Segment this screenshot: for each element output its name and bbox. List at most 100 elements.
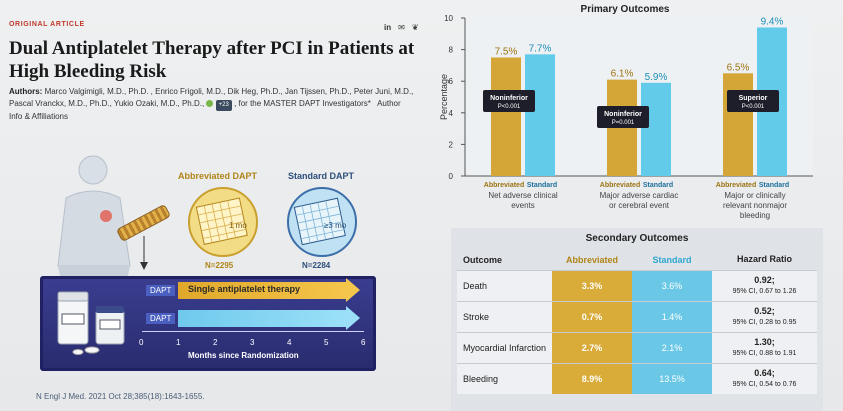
badge-result: Noninferior <box>490 95 528 102</box>
standard-calendar-icon: ≥3 mo <box>287 187 357 257</box>
badge-p-value: P<0.001 <box>742 104 765 110</box>
y-tick-label: 4 <box>449 109 454 118</box>
x-series-label: Abbreviated <box>600 182 640 189</box>
bar-value-label: 5.9% <box>645 72 668 83</box>
group-label: Major or clinically <box>724 191 785 200</box>
primary-outcomes-chart: Primary Outcomes 0 2 4 6 8 10 Percentage 7.5% Abb… <box>439 4 813 220</box>
citation[interactable]: N Engl J Med. 2021 Oct 28;385(18):1643-1… <box>36 392 205 401</box>
x-series-label: Standard <box>759 182 789 189</box>
y-tick-label: 2 <box>449 140 454 149</box>
standard-n: N=2284 <box>302 261 331 270</box>
timeline-axis <box>142 331 364 332</box>
more-authors-badge[interactable]: +23 <box>215 99 232 111</box>
authors-names[interactable]: Marco Valgimigli, M.D., Ph.D. , Enrico F… <box>9 87 414 108</box>
standard-cell: 2.1% <box>632 331 712 363</box>
hazard-ratio-value: 0.52; <box>754 305 775 316</box>
arrow-right-icon <box>346 278 360 302</box>
author-info-link[interactable]: Author Info & Affiliations <box>9 98 401 122</box>
abbreviated-cell: 2.7% <box>552 331 632 363</box>
patient-illustration <box>57 155 131 276</box>
authors-label: Authors: <box>9 87 43 96</box>
authors-suffix: , for the MASTER DAPT Investigators* <box>234 98 371 108</box>
arrow-down-icon <box>140 236 148 270</box>
bar-value-label: 7.7% <box>529 43 552 54</box>
table-row: Stroke 0.7% 1.4% 0.52; 95% CI, 0.28 to 0.95 <box>457 300 817 332</box>
significance-badge <box>597 106 649 128</box>
col-header-hazard-ratio: Hazard Ratio <box>736 254 792 265</box>
standard-dapt-bar <box>178 310 348 327</box>
significance-badge <box>727 90 779 112</box>
abbreviated-cell: 0.7% <box>552 300 632 332</box>
table-row: Death 3.3% 3.6% 0.92; 95% CI, 0.67 to 1.26 <box>457 269 817 301</box>
secondary-outcomes-table: Outcome Abbreviated Standard Hazard Rati… <box>457 250 817 394</box>
col-header-abbreviated: Abbreviated <box>565 254 618 265</box>
y-tick-label: 8 <box>449 46 454 55</box>
timeline-tick: 2 <box>213 338 218 347</box>
timeline-tick: 6 <box>361 338 366 347</box>
pill-bottles-icon <box>57 291 125 355</box>
abbreviated-calendar-icon: 1 mo <box>188 187 258 257</box>
linkedin-icon[interactable]: in <box>384 23 392 32</box>
single-antiplatelet-bar: Single antiplatelet therapy <box>178 282 348 299</box>
standard-arm-heading: Standard DAPT <box>288 171 355 181</box>
x-series-label: Abbreviated <box>484 182 524 189</box>
bar-value-label: 9.4% <box>761 16 784 27</box>
confidence-interval: 95% CI, 0.28 to 0.95 <box>732 318 797 326</box>
group-label: Net adverse clinical <box>488 191 558 200</box>
dapt-label-standard: DAPT <box>146 313 176 324</box>
secondary-outcomes-title: Secondary Outcomes <box>585 233 689 244</box>
badge-p-value: P=0.001 <box>612 120 635 126</box>
group-label: relevant nonmajor <box>723 201 787 210</box>
timeline-tick: 4 <box>287 338 292 347</box>
bluesky-icon[interactable]: ❦ <box>411 23 419 32</box>
timeline-axis-label: Months since Randomization <box>188 351 299 360</box>
x-series-label: Standard <box>643 182 673 189</box>
group-label: events <box>511 201 535 210</box>
confidence-interval: 95% CI, 0.67 to 1.26 <box>732 287 797 295</box>
hazard-ratio-value: 0.92; <box>754 274 775 285</box>
abbreviated-n: N=2295 <box>205 261 234 270</box>
bar-value-label: 7.5% <box>495 47 518 58</box>
standard-cell: 3.6% <box>632 269 712 301</box>
secondary-outcomes-panel: Secondary Outcomes Outcome Abbreviated S… <box>451 228 823 411</box>
outcome-cell: Stroke <box>457 300 552 332</box>
standard-cell: 1.4% <box>632 300 712 332</box>
group-label: or cerebral event <box>609 201 670 210</box>
bar-standard <box>525 54 555 177</box>
hazard-ratio-cell: 1.30; 95% CI, 0.88 to 1.91 <box>712 331 817 363</box>
arrow-right-icon <box>346 306 360 330</box>
x-series-label: Standard <box>527 182 557 189</box>
y-tick-label: 10 <box>444 14 453 23</box>
y-axis-label: Percentage <box>439 74 449 120</box>
abbreviated-duration: 1 mo <box>229 221 247 230</box>
group-label: Major adverse cardiac <box>600 191 679 200</box>
timeline-tick: 0 <box>139 338 144 347</box>
confidence-interval: 95% CI, 0.54 to 0.76 <box>732 380 797 388</box>
y-tick-label: 0 <box>449 172 454 181</box>
outcome-cell: Death <box>457 269 552 301</box>
confidence-interval: 95% CI, 0.88 to 1.91 <box>732 349 797 357</box>
badge-result: Noninferior <box>604 111 642 118</box>
hazard-ratio-value: 1.30; <box>754 336 775 347</box>
hazard-ratio-value: 0.64; <box>754 367 775 378</box>
y-tick-label: 6 <box>449 77 454 86</box>
significance-badge <box>483 90 535 112</box>
outcome-cell: Myocardial Infarction <box>457 331 552 363</box>
bar-abbreviated <box>491 57 521 176</box>
article-title: Dual Antiplatelet Therapy after PCI in P… <box>9 38 415 82</box>
hazard-ratio-cell: 0.52; 95% CI, 0.28 to 0.95 <box>712 300 817 332</box>
x-series-label: Abbreviated <box>716 182 756 189</box>
article-summary: ORIGINAL ARTICLE in ✉ ❦ Dual Antiplatele… <box>9 21 419 401</box>
dapt-label-abbreviated: DAPT <box>146 285 176 296</box>
timeline-tick: 3 <box>250 338 255 347</box>
timeline-tick: 5 <box>324 338 329 347</box>
badge-result: Superior <box>739 95 768 102</box>
email-icon[interactable]: ✉ <box>398 23 405 32</box>
abbreviated-cell: 8.9% <box>552 362 632 394</box>
bar-value-label: 6.5% <box>727 62 750 73</box>
author-list: Authors: Marco Valgimigli, M.D., Ph.D. ,… <box>9 86 414 123</box>
hazard-ratio-cell: 0.64; 95% CI, 0.54 to 0.76 <box>712 362 817 394</box>
orcid-icon[interactable] <box>206 99 214 107</box>
standard-duration: ≥3 mo <box>324 221 347 230</box>
group-label: bleeding <box>740 211 770 220</box>
